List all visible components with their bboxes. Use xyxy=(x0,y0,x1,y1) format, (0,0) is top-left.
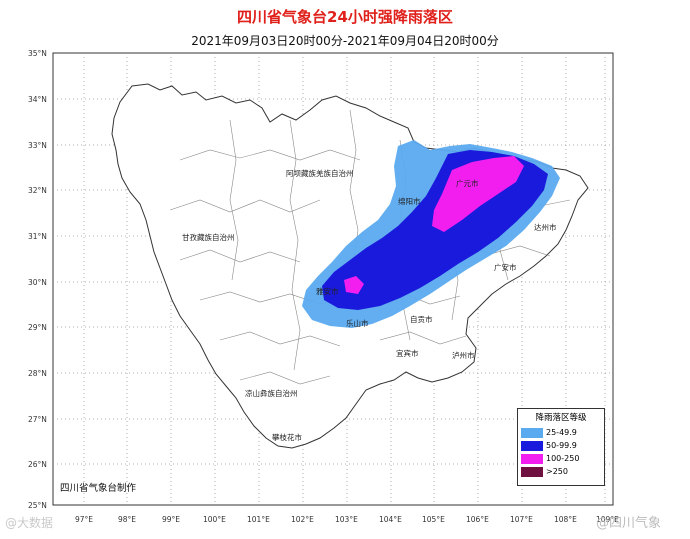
legend-label: >250 xyxy=(546,467,568,476)
place-label-guangyuan: 广元市 xyxy=(456,178,479,188)
longitude-labels: 97°E 98°E 99°E 100°E 101°E 102°E 103°E 1… xyxy=(75,515,619,524)
lat-label: 27°N xyxy=(28,415,47,424)
lat-label: 30°N xyxy=(28,278,47,287)
lon-label: 97°E xyxy=(75,515,93,524)
lon-label: 103°E xyxy=(335,515,358,524)
lon-label: 108°E xyxy=(554,515,577,524)
place-label-liangshan: 凉山彝族自治州 xyxy=(245,388,298,398)
lon-label: 101°E xyxy=(247,515,270,524)
lon-label: 106°E xyxy=(466,515,489,524)
producer-label: 四川省气象台制作 xyxy=(60,483,137,494)
legend-swatch xyxy=(521,453,543,464)
legend-item: 25-49.9 xyxy=(521,426,604,439)
lon-label: 107°E xyxy=(510,515,533,524)
place-label-ganzi: 甘孜藏族自治州 xyxy=(182,232,235,242)
lat-label: 32°N xyxy=(28,186,47,195)
lat-label: 26°N xyxy=(28,460,47,469)
lat-label: 25°N xyxy=(28,501,47,510)
lon-label: 99°E xyxy=(162,515,180,524)
place-label-yaan: 雅安市 xyxy=(316,286,339,296)
lon-label: 102°E xyxy=(291,515,314,524)
lon-label: 98°E xyxy=(118,515,136,524)
lat-label: 33°N xyxy=(28,141,47,150)
lat-label: 31°N xyxy=(28,232,47,241)
legend: 降雨落区等级 25-49.9 50-99.9 100-250 >250 xyxy=(517,408,605,486)
lon-label: 100°E xyxy=(203,515,226,524)
legend-title: 降雨落区等级 xyxy=(535,413,587,423)
lat-label: 35°N xyxy=(28,49,47,58)
place-label-leshan: 乐山市 xyxy=(346,318,369,328)
legend-swatch xyxy=(521,440,543,451)
legend-item: >250 xyxy=(521,465,604,478)
legend-swatch xyxy=(521,427,543,438)
map-subtitle: 2021年09月03日20时00分-2021年09月04日20时00分 xyxy=(191,34,499,48)
place-label-luzhou: 泸州市 xyxy=(452,350,475,360)
lon-label: 109°E xyxy=(596,515,619,524)
legend-label: 25-49.9 xyxy=(546,428,577,437)
place-label-yibin: 宜宾市 xyxy=(396,348,419,358)
legend-item: 50-99.9 xyxy=(521,439,604,452)
watermark-left: @大数据 xyxy=(5,516,54,530)
lat-label: 28°N xyxy=(28,369,47,378)
lat-label: 29°N xyxy=(28,323,47,332)
rain-zone-100-250 xyxy=(344,276,364,294)
place-label-aba: 阿坝藏族羌族自治州 xyxy=(286,168,354,178)
lon-label: 105°E xyxy=(422,515,445,524)
legend-label: 100-250 xyxy=(546,454,580,463)
lon-label: 104°E xyxy=(379,515,402,524)
place-label-mianyang: 绵阳市 xyxy=(398,196,421,206)
place-label-panzhihua: 攀枝花市 xyxy=(272,432,302,442)
legend-label: 50-99.9 xyxy=(546,441,577,450)
rain-zone-100-250 xyxy=(432,156,524,232)
latitude-labels: 35°N 34°N 33°N 32°N 31°N 30°N 29°N 28°N … xyxy=(28,49,47,510)
lat-label: 34°N xyxy=(28,95,47,104)
legend-item: 100-250 xyxy=(521,452,604,465)
place-label-zigong: 自贡市 xyxy=(410,314,433,324)
legend-swatch xyxy=(521,466,543,477)
place-label-guangan: 广安市 xyxy=(494,262,517,272)
map-title: 四川省气象台24小时强降雨落区 xyxy=(237,8,453,26)
watermark-right: @四川气象 xyxy=(596,516,662,531)
place-label-dazhou: 达州市 xyxy=(534,222,557,232)
